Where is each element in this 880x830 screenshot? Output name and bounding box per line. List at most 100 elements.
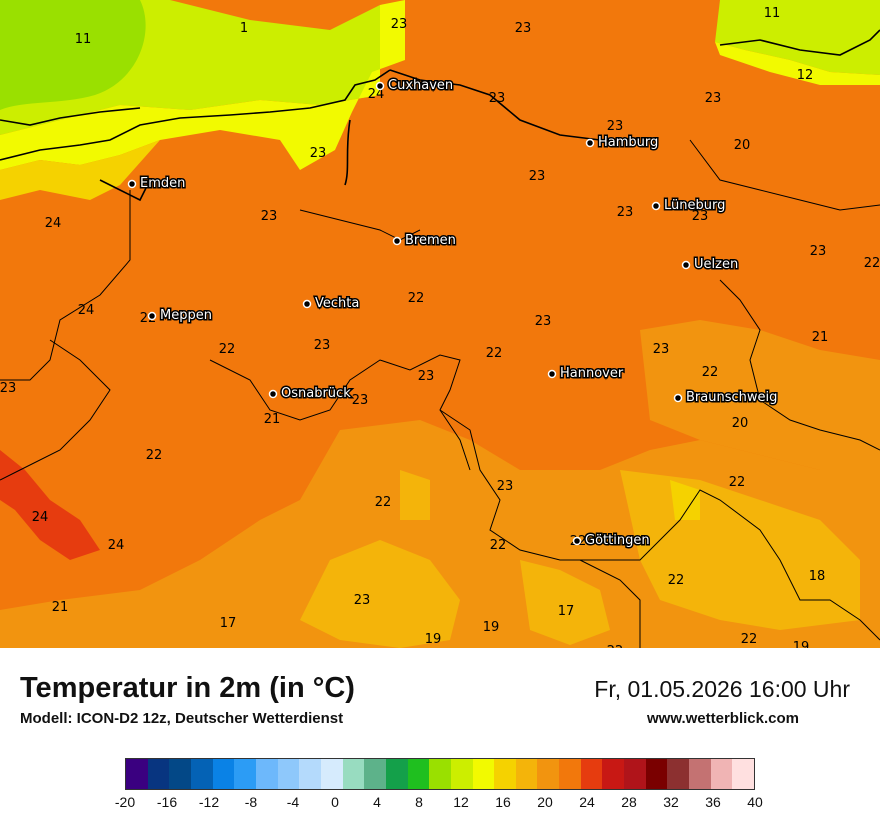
temperature-label: 23 xyxy=(810,244,827,259)
city-name: Vechta xyxy=(315,296,359,311)
temperature-label: 23 xyxy=(314,338,331,353)
city-marker: Bremen xyxy=(392,232,457,250)
temperature-map: 11 1 23 23 11 24 23 12 23 23 23 20 23 23 24 23 23 23 24 22 2… xyxy=(0,0,880,648)
city-dot xyxy=(681,260,691,270)
legend-swatch xyxy=(450,759,473,789)
legend-tick-label: -8 xyxy=(244,794,258,810)
cool-patch-deister xyxy=(400,470,430,520)
legend-swatch xyxy=(429,759,451,789)
temperature-label: 11 xyxy=(75,32,92,47)
temperature-label: 23 xyxy=(529,169,546,184)
city-name: Hannover xyxy=(560,366,624,381)
legend-swatch xyxy=(537,759,560,789)
temperature-label: 17 xyxy=(558,604,575,619)
temperature-label: 19 xyxy=(483,620,500,635)
north-sea-cool-core xyxy=(0,0,146,110)
city-name: Bremen xyxy=(405,233,456,248)
temperature-label: 24 xyxy=(108,538,125,553)
city-name: Uelzen xyxy=(694,257,738,272)
temperature-label: 24 xyxy=(78,303,95,318)
model-subtitle: Modell: ICON-D2 12z, Deutscher Wetterdie… xyxy=(20,710,344,727)
cool-patch-solling xyxy=(300,540,460,648)
legend-swatch xyxy=(126,759,148,789)
legend-swatch xyxy=(407,759,430,789)
temperature-label: 23 xyxy=(705,91,722,106)
city-name: Hamburg xyxy=(598,135,658,150)
temperature-label: 23 xyxy=(535,314,552,329)
color-legend xyxy=(125,758,755,790)
legend-tick-label: 8 xyxy=(415,794,423,810)
temperature-label: 24 xyxy=(45,216,62,231)
legend-swatch xyxy=(602,759,625,789)
temperature-label: 12 xyxy=(797,68,814,83)
legend-tick-label: -4 xyxy=(286,794,300,810)
state-borders xyxy=(0,139,880,648)
map-footer: Temperatur in 2m (in °C) Modell: ICON-D2… xyxy=(0,648,880,830)
legend-swatch xyxy=(667,759,690,789)
temperature-label: 23 xyxy=(607,119,624,134)
legend-swatch xyxy=(299,759,321,789)
temperature-label: 23 xyxy=(354,593,371,608)
legend-tick-label: 24 xyxy=(579,794,595,810)
legend-swatch xyxy=(364,759,386,789)
temperature-label: 19 xyxy=(793,640,810,648)
temperature-label: 23 xyxy=(489,91,506,106)
city-dot xyxy=(572,536,582,546)
temperature-label: 23 xyxy=(310,146,327,161)
temperature-label: 24 xyxy=(368,87,385,102)
city-dot xyxy=(268,389,278,399)
legend-swatch xyxy=(342,759,365,789)
temperature-label: 20 xyxy=(732,416,749,431)
temperature-label: 22 xyxy=(375,495,392,510)
city-marker: Osnabrück xyxy=(268,385,353,403)
city-name: Göttingen xyxy=(585,533,650,548)
coast-gold xyxy=(0,140,160,200)
temperature-label: 23 xyxy=(391,17,408,32)
legend-tick-label: 12 xyxy=(453,794,469,810)
city-name: Meppen xyxy=(160,308,212,323)
legend-tick-label: -20 xyxy=(114,794,136,810)
city-marker: Emden xyxy=(127,175,187,193)
temperature-label: 11 xyxy=(764,6,781,21)
baltic-sea-green xyxy=(715,0,880,75)
city-marker: Cuxhaven xyxy=(375,77,455,95)
city-dot xyxy=(375,81,385,91)
temperature-label: 17 xyxy=(220,616,237,631)
city-dot xyxy=(547,369,557,379)
legend-tick-label: -12 xyxy=(198,794,220,810)
temperature-label: 23 xyxy=(653,342,670,357)
legend-swatch xyxy=(320,759,343,789)
city-marker: Lüneburg xyxy=(651,197,727,215)
temperature-label: 22 xyxy=(408,291,425,306)
legend-swatch xyxy=(624,759,646,789)
legend-swatch xyxy=(385,759,408,789)
cool-patch-brocken xyxy=(670,480,700,520)
legend-tick-label: 16 xyxy=(495,794,511,810)
legend-swatch xyxy=(472,759,495,789)
legend-swatch xyxy=(255,759,278,789)
temperature-label: 23 xyxy=(261,209,278,224)
city-labels: Cuxhaven Hamburg Emden Bremen Lüneburg Uelzen… xyxy=(127,77,779,550)
website-link[interactable]: www.wetterblick.com xyxy=(647,710,799,727)
coastlines xyxy=(0,29,880,202)
temperature-label: 23 xyxy=(617,205,634,220)
temperature-label: 23 xyxy=(692,209,709,224)
city-marker: Uelzen xyxy=(681,256,740,274)
legend-swatch xyxy=(169,759,191,789)
legend-swatch xyxy=(494,759,516,789)
legend-swatch xyxy=(147,759,170,789)
forecast-datetime: Fr, 01.05.2026 16:00 Uhr xyxy=(594,676,850,702)
warm-spot-west xyxy=(0,450,100,560)
legend-swatch xyxy=(277,759,300,789)
temperature-label: 24 xyxy=(32,510,49,525)
city-marker: Vechta xyxy=(302,295,361,313)
legend-swatch xyxy=(689,759,711,789)
temperature-label: 20 xyxy=(734,138,751,153)
temperature-label: 18 xyxy=(809,569,826,584)
temperature-label: 21 xyxy=(264,412,281,427)
city-dot xyxy=(651,201,661,211)
temperature-label: 22 xyxy=(490,538,507,553)
temperature-label: 22 xyxy=(729,475,746,490)
temperature-label: 21 xyxy=(812,330,829,345)
